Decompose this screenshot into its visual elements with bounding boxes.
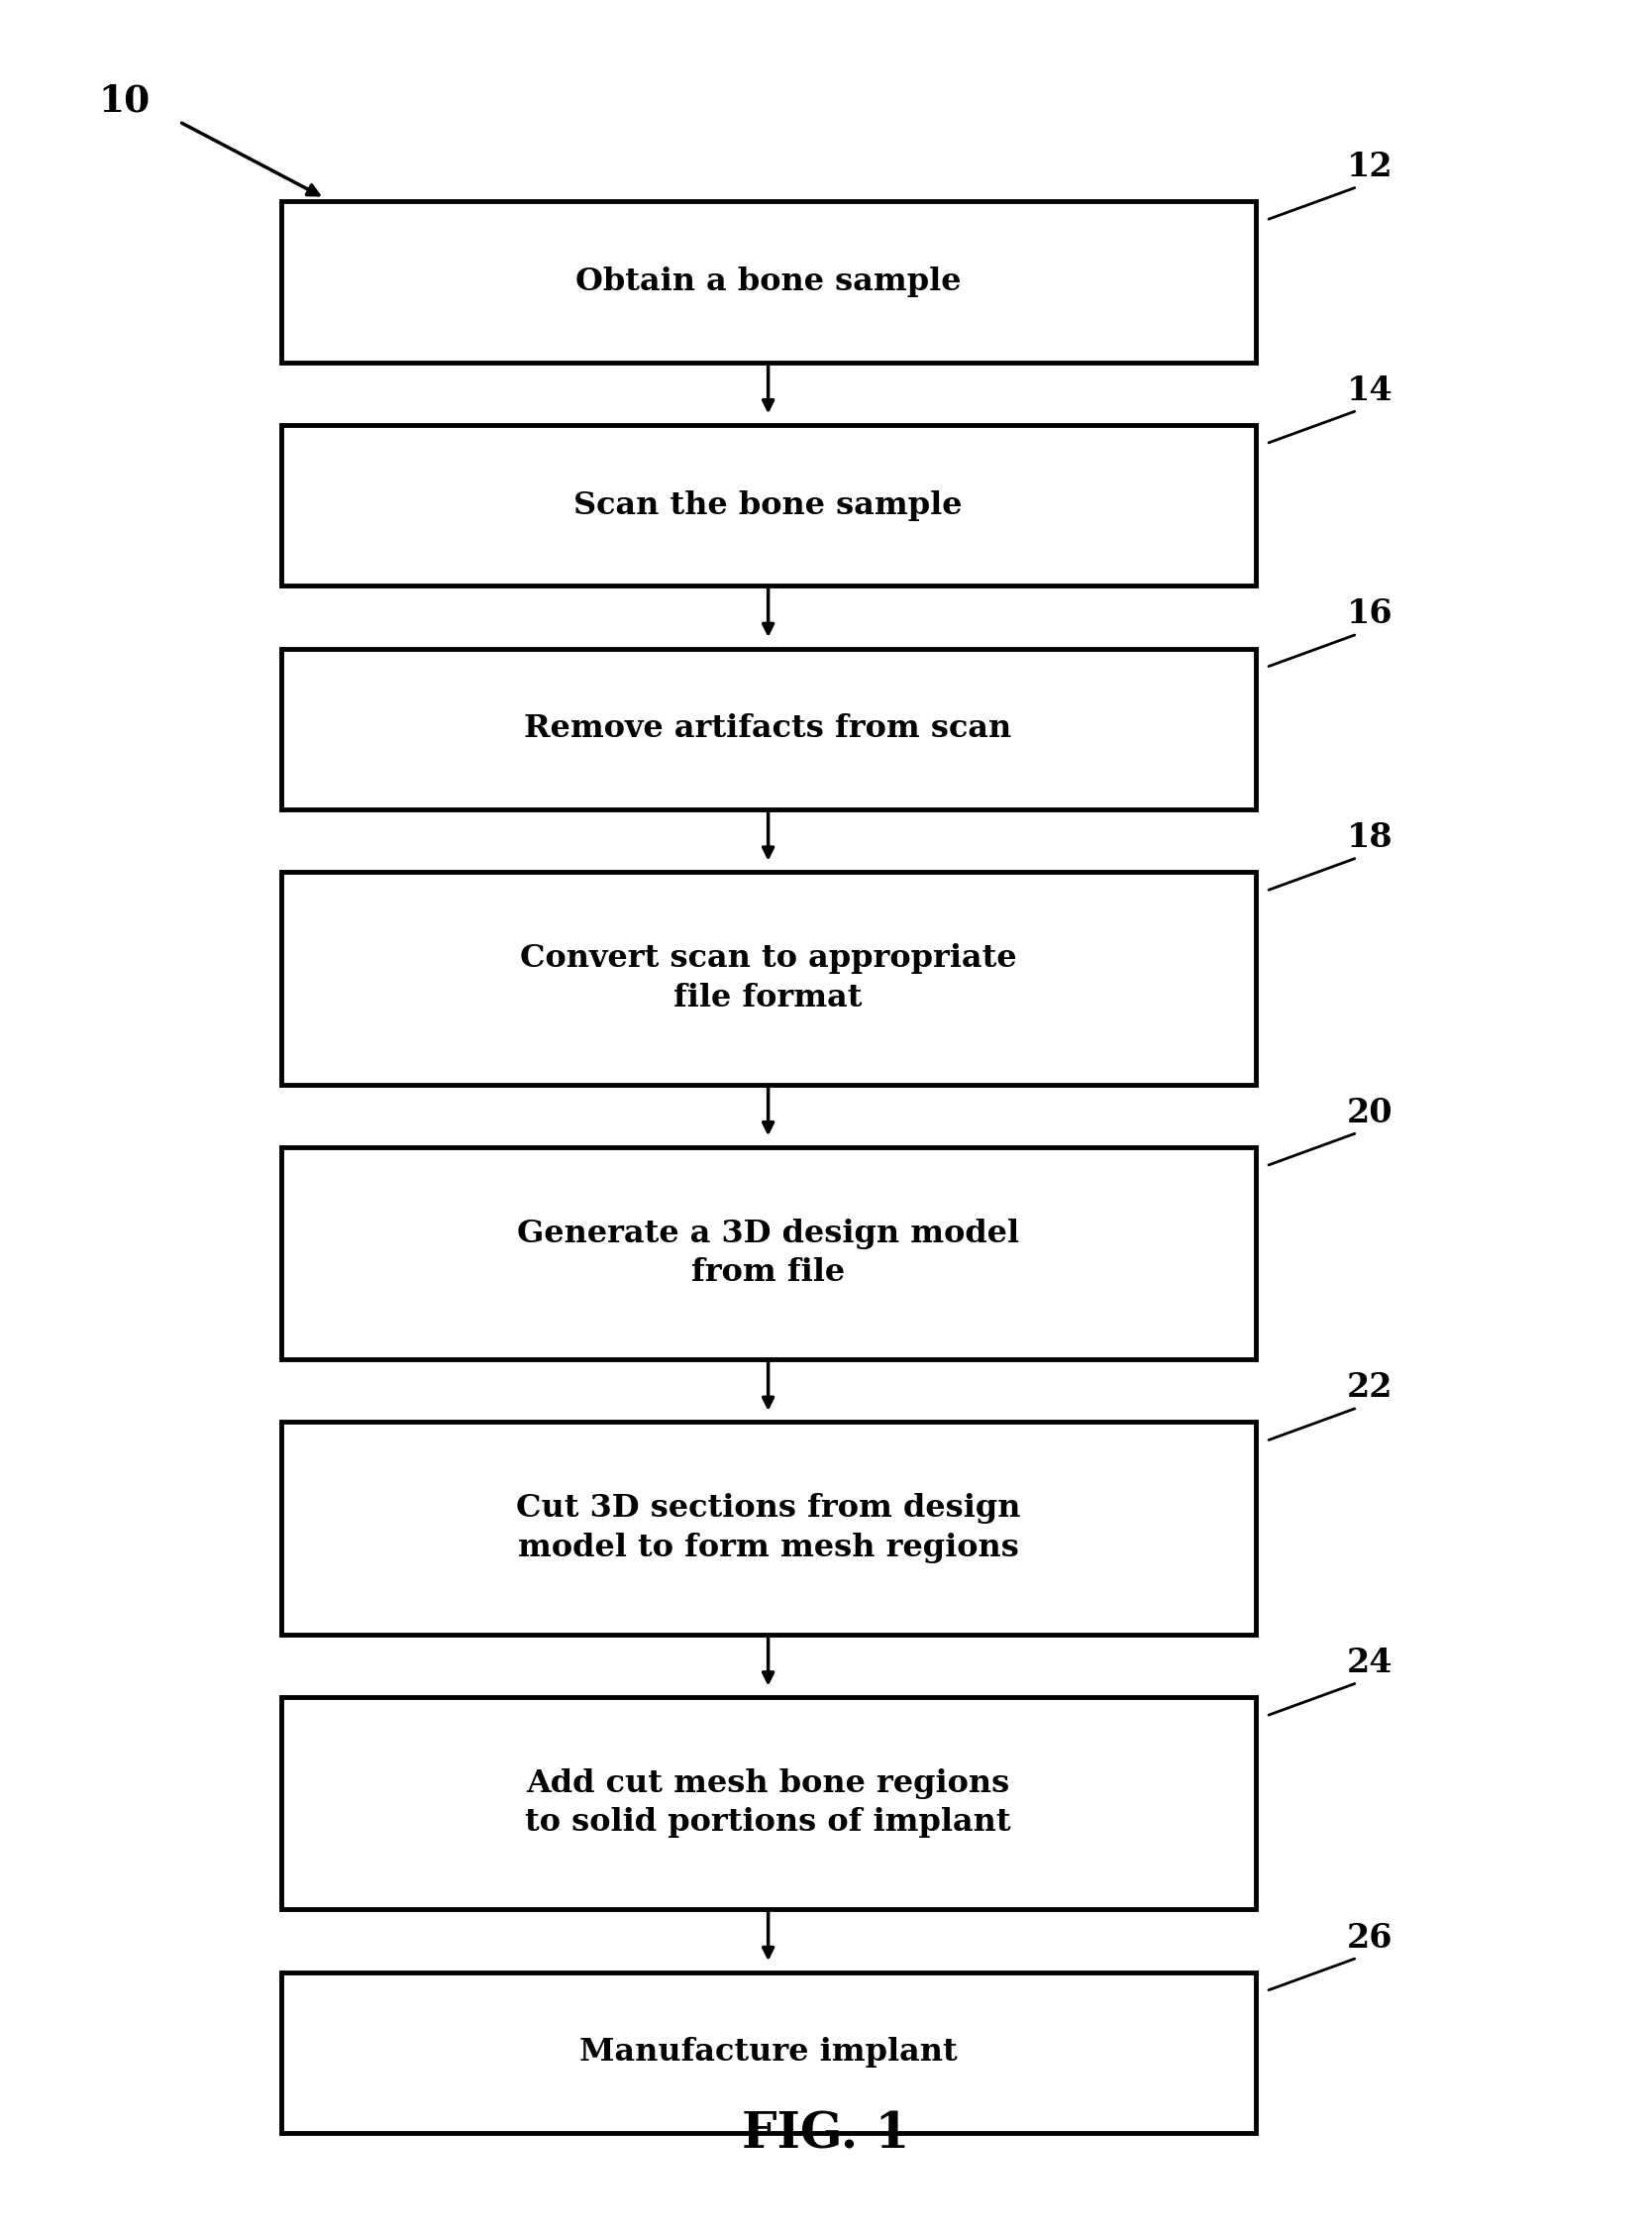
Text: 20: 20 — [1346, 1096, 1393, 1129]
Text: 14: 14 — [1346, 373, 1393, 407]
Text: Remove artifacts from scan: Remove artifacts from scan — [524, 713, 1013, 745]
FancyBboxPatch shape — [281, 1972, 1256, 2133]
FancyBboxPatch shape — [281, 425, 1256, 586]
Text: 26: 26 — [1346, 1921, 1393, 1954]
FancyBboxPatch shape — [281, 201, 1256, 362]
FancyBboxPatch shape — [281, 1147, 1256, 1359]
FancyBboxPatch shape — [281, 1422, 1256, 1635]
Text: Generate a 3D design model
from file: Generate a 3D design model from file — [517, 1219, 1019, 1288]
Text: Cut 3D sections from design
model to form mesh regions: Cut 3D sections from design model to for… — [515, 1494, 1021, 1563]
Text: Manufacture implant: Manufacture implant — [580, 2037, 957, 2068]
Text: 12: 12 — [1346, 150, 1393, 183]
Text: 22: 22 — [1346, 1371, 1393, 1404]
Text: 24: 24 — [1346, 1646, 1393, 1679]
Text: 10: 10 — [97, 83, 150, 119]
Text: FIG. 1: FIG. 1 — [742, 2111, 910, 2160]
FancyBboxPatch shape — [281, 1697, 1256, 1910]
Text: Add cut mesh bone regions
to solid portions of implant: Add cut mesh bone regions to solid porti… — [525, 1769, 1011, 1838]
Text: 16: 16 — [1346, 597, 1393, 631]
FancyBboxPatch shape — [281, 872, 1256, 1084]
Text: Convert scan to appropriate
file format: Convert scan to appropriate file format — [520, 944, 1016, 1013]
Text: 18: 18 — [1346, 821, 1393, 854]
FancyBboxPatch shape — [281, 648, 1256, 809]
Text: Obtain a bone sample: Obtain a bone sample — [575, 266, 961, 297]
Text: Scan the bone sample: Scan the bone sample — [573, 490, 963, 521]
